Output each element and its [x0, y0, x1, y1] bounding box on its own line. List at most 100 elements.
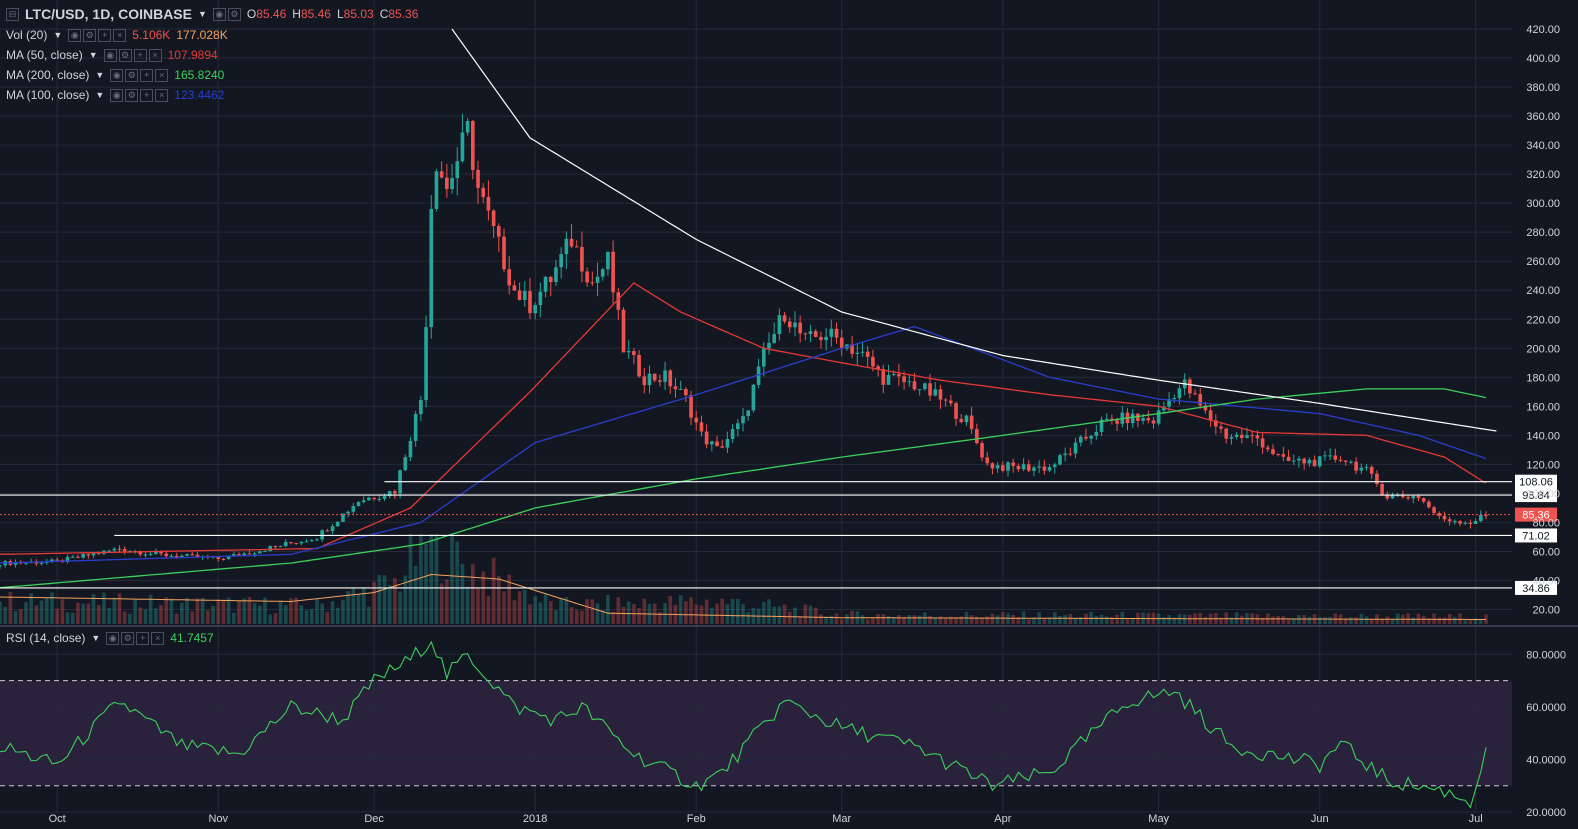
add-icon[interactable]: +: [140, 88, 154, 102]
settings-icon[interactable]: ⚙: [118, 48, 132, 62]
rsi-line: [0, 640, 1487, 809]
volume-bar: [122, 611, 127, 624]
candle-body: [39, 562, 44, 564]
eye-icon[interactable]: ◉: [110, 88, 124, 102]
volume-bar: [668, 595, 673, 624]
volume-bar: [481, 571, 486, 624]
candle-body: [1354, 461, 1358, 471]
close-icon[interactable]: ×: [155, 68, 169, 82]
add-icon[interactable]: +: [136, 631, 150, 645]
chevron-down-icon[interactable]: ▼: [91, 633, 101, 643]
volume-bar: [834, 613, 839, 624]
candle-body: [507, 269, 512, 286]
candle-body: [143, 554, 148, 556]
price-tick-label: 300.00: [1526, 198, 1560, 210]
volume-bar: [1042, 618, 1047, 624]
indicator-name[interactable]: RSI (14, close): [6, 631, 86, 645]
close-icon[interactable]: ×: [113, 28, 127, 42]
volume-bar: [798, 616, 802, 624]
collapse-icon[interactable]: ⊟: [6, 7, 19, 21]
indicator-legend-rsi[interactable]: RSI (14, close) ▼ ◉ ⚙ + × 41.7457: [6, 631, 214, 645]
candle-body: [1442, 515, 1447, 520]
volume-bar: [346, 590, 350, 624]
volume-bar: [273, 613, 278, 624]
volume-bar: [330, 601, 335, 624]
candle-body: [538, 291, 543, 306]
indicator-name[interactable]: MA (200, close): [6, 68, 90, 82]
candle-body: [720, 446, 725, 448]
volume-bar: [434, 534, 439, 624]
candle-body: [876, 366, 880, 370]
candle-body: [678, 389, 683, 391]
volume-bar: [309, 608, 314, 624]
add-icon[interactable]: +: [140, 68, 154, 82]
candle-body: [408, 440, 413, 458]
volume-bar: [928, 615, 932, 624]
indicator-legend-ma100[interactable]: MA (100, close) ▼ ◉ ⚙ + × 123.4462: [6, 88, 224, 102]
settings-icon[interactable]: ⚙: [125, 88, 139, 102]
settings-icon[interactable]: ⚙: [125, 68, 139, 82]
candle-body: [871, 356, 875, 367]
candle-body: [684, 389, 688, 396]
candle-body: [1349, 461, 1353, 463]
volume-bar: [1271, 616, 1275, 624]
price-tick-label: 120.00: [1526, 459, 1560, 471]
candle-body: [496, 226, 501, 237]
candle-body: [710, 441, 714, 445]
close-icon[interactable]: ×: [151, 631, 165, 645]
candle-body: [590, 282, 595, 284]
symbol-title[interactable]: LTC/USD, 1D, COINBASE: [25, 6, 192, 22]
candle-body: [237, 554, 241, 556]
candle-body: [1224, 428, 1229, 439]
volume-bar: [278, 601, 283, 624]
volume-bar: [1411, 617, 1416, 624]
settings-icon[interactable]: ⚙: [121, 631, 135, 645]
chevron-down-icon[interactable]: ▼: [88, 50, 98, 60]
eye-icon[interactable]: ◉: [68, 28, 82, 42]
candle-body: [1427, 501, 1431, 508]
candle-body: [372, 497, 376, 500]
eye-icon[interactable]: ◉: [110, 68, 124, 82]
volume-bar: [190, 611, 195, 624]
chevron-down-icon[interactable]: ▼: [53, 30, 63, 40]
volume-bar: [502, 591, 506, 624]
candle-body: [933, 389, 938, 396]
volume-bar: [96, 604, 101, 624]
chevron-down-icon[interactable]: ▼: [95, 90, 105, 100]
volume-bar: [325, 611, 330, 624]
candle-body: [632, 351, 636, 355]
add-icon[interactable]: +: [133, 48, 147, 62]
volume-bar: [897, 614, 901, 624]
indicator-name[interactable]: Vol (20): [6, 28, 48, 42]
settings-icon[interactable]: ⚙: [227, 7, 241, 21]
indicator-name[interactable]: MA (50, close): [6, 48, 83, 62]
level-price-label: 98.84: [1522, 490, 1550, 502]
close-icon[interactable]: ×: [155, 88, 169, 102]
eye-icon[interactable]: ◉: [212, 7, 226, 21]
volume-bar: [741, 604, 745, 624]
eye-icon[interactable]: ◉: [103, 48, 117, 62]
eye-icon[interactable]: ◉: [106, 631, 120, 645]
level-price-tag: [1515, 474, 1557, 489]
volume-bar: [600, 609, 605, 624]
indicator-legend-ma50[interactable]: MA (50, close) ▼ ◉ ⚙ + × 107.9894: [6, 48, 218, 62]
symbol-controls: ◉ ⚙: [212, 7, 241, 21]
add-icon[interactable]: +: [98, 28, 112, 42]
candle-body: [715, 441, 719, 447]
indicator-legend-ma200[interactable]: MA (200, close) ▼ ◉ ⚙ + × 165.8240: [6, 68, 224, 82]
settings-icon[interactable]: ⚙: [83, 28, 97, 42]
close-icon[interactable]: ×: [148, 48, 162, 62]
volume-bar: [943, 618, 948, 624]
volume-bar: [320, 603, 324, 624]
volume-bar: [954, 617, 958, 624]
indicator-name[interactable]: MA (100, close): [6, 88, 90, 102]
volume-bar: [637, 608, 641, 624]
chevron-down-icon[interactable]: ▼: [197, 9, 207, 19]
indicator-legend-vol[interactable]: Vol (20) ▼ ◉ ⚙ + × 5.106K 177.028K: [6, 28, 228, 42]
volume-bar: [829, 615, 834, 624]
candle-body: [1047, 467, 1052, 471]
candle-body: [626, 351, 631, 353]
volume-bar: [465, 586, 470, 624]
chevron-down-icon[interactable]: ▼: [95, 70, 105, 80]
